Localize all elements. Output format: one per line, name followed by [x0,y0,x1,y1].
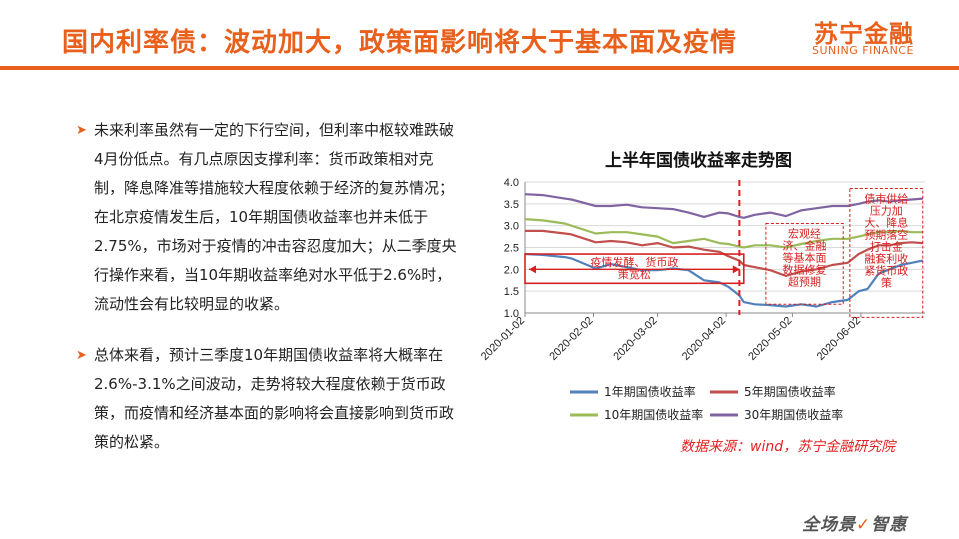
y-tick-label: 3.5 [504,199,519,211]
y-tick-label: 2.5 [504,243,519,255]
suning-logo-en: SUNING FINANCE [812,44,914,57]
arrow-bullet-icon: ➤ [76,348,87,363]
x-tick-label: 2020-02-02 [547,315,595,363]
footer-logo: 全场景✓智惠 [802,510,907,535]
annot-policy-box [849,188,924,318]
annot-epidemic-text: 疫情发酵、货币政 [590,255,678,269]
series-line [525,229,923,277]
annot-policy-text: 预期落空 [864,228,908,242]
check-icon: ✓ [856,515,872,535]
x-tick-label: 2020-04-02 [680,315,728,363]
page-title: 国内利率债：波动加大，政策面影响将大于基本面及疫情 [62,28,738,58]
chart-title: 上半年国债收益率走势图 [605,151,792,171]
legend-label: 5年期国债收益率 [744,384,836,399]
annot-macro-text: 超预期 [788,274,821,288]
source-note: 数据来源：wind，苏宁金融研究院 [680,439,896,455]
legend-label: 30年期国债收益率 [744,407,843,422]
annot-epidemic-box [524,253,745,285]
title-bar: 国内利率债：波动加大，政策面影响将大于基本面及疫情 苏宁金融 SUNING FI… [0,0,959,80]
analysis-text: ➤ 未来利率虽然有一定的下行空间，但利率中枢较难跌破4月份低点。有几点原因支撑利… [76,116,458,471]
y-tick-label: 2.0 [504,264,519,276]
annot-policy-text: 紧货币政 [864,264,908,278]
y-tick-label: 4.0 [504,177,519,189]
paragraph-1: ➤ 未来利率虽然有一定的下行空间，但利率中枢较难跌破4月份低点。有几点原因支撑利… [76,116,458,319]
x-tick-label: 2020-06-02 [815,315,863,363]
footer-logo-left: 全场景 [802,515,856,535]
annot-macro-text: 数据修复 [783,262,827,276]
y-tick-label: 3.0 [504,221,519,233]
arrow-right-icon [732,265,740,274]
paragraph-2-text: 总体来看，预计三季度10年期国债收益率将大概率在2.6%-3.1%之间波动，走势… [94,346,455,451]
annot-macro-text: 等基本面 [783,250,827,264]
arrow-bullet-icon: ➤ [76,123,87,138]
annot-policy-text: 融套利收 [864,252,908,266]
annot-policy-text: 债市供给 [864,192,908,206]
paragraph-2: ➤ 总体来看，预计三季度10年期国债收益率将大概率在2.6%-3.1%之间波动，… [76,341,458,457]
y-tick-label: 1.5 [504,286,519,298]
title-divider [0,66,959,70]
annot-policy-text: 压力加 [870,205,903,218]
annot-macro-box [765,222,844,305]
x-tick-label: 2020-03-02 [611,315,659,363]
annot-macro-text: 宏观经 [788,226,821,240]
chart-canvas: 1.0 1.5 2.0 2.5 3.0 3.5 4.0 2020-01-02 2020-02-0… [479,177,925,422]
legend-label: 1年期国债收益率 [604,384,696,399]
footer-logo-right: 智惠 [871,515,908,535]
paragraph-1-text: 未来利率虽然有一定的下行空间，但利率中枢较难跌破4月份低点。有几点原因支撑利率：… [94,121,457,313]
series-line [524,218,923,249]
annot-policy-text: 打击金 [870,240,903,254]
arrow-left-icon [529,265,536,274]
legend-label: 10年期国债收益率 [604,407,703,422]
annot-policy-text: 策 [881,276,892,290]
x-tick-label: 2020-05-02 [746,315,794,363]
x-tick-label: 2020-01-02 [479,315,527,363]
annot-macro-text: 济、金融 [783,238,827,252]
suning-logo: 苏宁金融 [814,20,914,48]
annot-policy-text: 大、降息 [864,216,908,230]
yield-chart: 1.0 1.5 2.0 2.5 3.0 3.5 4.0 2020-01-02 2020-02-0… [470,140,950,460]
series-line [524,193,923,219]
y-tick-label: 1.0 [504,308,519,320]
series-line [524,252,924,308]
annot-epidemic-text: 策宽松 [618,267,651,281]
